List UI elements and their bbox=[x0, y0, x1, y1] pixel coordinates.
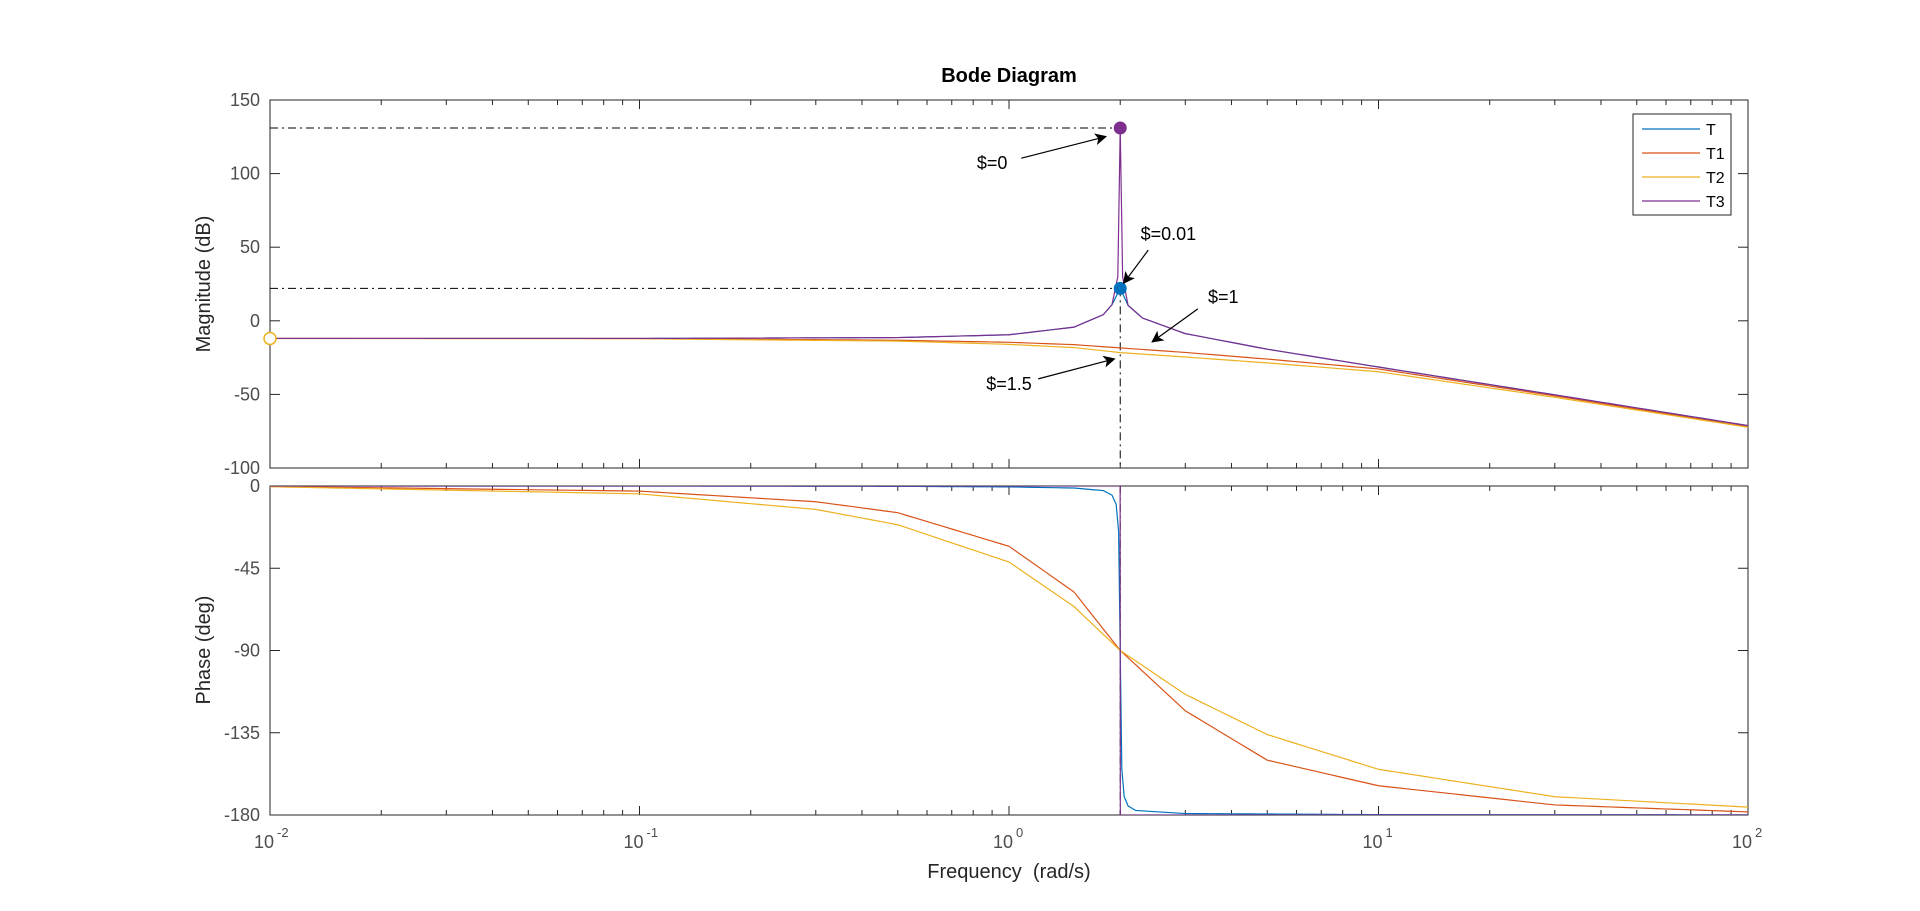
phase-ytick-label: 0 bbox=[250, 476, 260, 496]
magnitude-annotations: $=0 $=0.01 $=1 $=1.5 bbox=[977, 133, 1239, 394]
annotation-arrow bbox=[1038, 355, 1116, 380]
magnitude-line-t3 bbox=[270, 127, 1748, 427]
phase-xtick-label: 10 bbox=[1362, 832, 1382, 852]
magnitude-ytick-label: -50 bbox=[234, 384, 260, 404]
magnitude-ytick-label: -100 bbox=[224, 458, 260, 478]
phase-ytick-label: -45 bbox=[234, 558, 260, 578]
magnitude-markers bbox=[263, 121, 1127, 346]
legend-label-t: T bbox=[1706, 122, 1716, 139]
magnitude-ytick-label: 0 bbox=[250, 311, 260, 331]
phase-ytick-label: -90 bbox=[234, 641, 260, 661]
frequency-x-label: Frequency (rad/s) bbox=[927, 861, 1090, 883]
phase-y-label: Phase (deg) bbox=[193, 596, 215, 705]
phase-series bbox=[270, 486, 1748, 815]
phase-line-t3 bbox=[270, 486, 1748, 815]
magnitude-series bbox=[270, 127, 1748, 428]
phase-ytick-label: -180 bbox=[224, 805, 260, 825]
annotation-arrow bbox=[1021, 133, 1108, 159]
legend-label-t2: T2 bbox=[1706, 170, 1725, 187]
magnitude-y-label: Magnitude (dB) bbox=[193, 216, 215, 353]
phase-xtick-label: 10 bbox=[623, 832, 643, 852]
legend-box bbox=[1632, 113, 1732, 216]
annotation-arrow bbox=[1123, 249, 1149, 285]
data-marker bbox=[1113, 281, 1127, 295]
phase-line-t1 bbox=[270, 486, 1748, 813]
magnitude-ticks: 150 100 50 0 -50 -100 bbox=[224, 90, 1749, 478]
magnitude-ytick-label: 150 bbox=[230, 90, 260, 110]
phase-line-t2 bbox=[270, 486, 1748, 808]
data-marker bbox=[263, 331, 277, 346]
legend-label-t1: T1 bbox=[1706, 146, 1725, 163]
phase-xtick-label: 10 bbox=[254, 832, 274, 852]
annotation-label: $=1.5 bbox=[986, 374, 1032, 394]
phase-line-t bbox=[270, 486, 1748, 815]
phase-xtick-exponent: 1 bbox=[1386, 825, 1393, 840]
phase-xtick-exponent: 0 bbox=[1016, 825, 1023, 840]
annotation-label: $=0 bbox=[977, 153, 1008, 173]
legend: T T1 T2 T3 bbox=[1632, 113, 1732, 216]
magnitude-ytick-label: 100 bbox=[230, 164, 260, 184]
magnitude-axes: 150 100 50 0 -50 -100 $=0 $=0.01 $=1 $=1.5 Magni… bbox=[193, 90, 1749, 478]
annotation-label: $=1 bbox=[1208, 287, 1239, 307]
phase-xtick-exponent: -2 bbox=[277, 825, 289, 840]
annotation-arrow bbox=[1151, 308, 1199, 343]
chart-title: Bode Diagram bbox=[941, 65, 1077, 87]
phase-xtick-label: 10 bbox=[993, 832, 1013, 852]
magnitude-ytick-label: 50 bbox=[240, 237, 260, 257]
phase-xtick-exponent: -1 bbox=[647, 825, 659, 840]
phase-xtick-exponent: 2 bbox=[1755, 825, 1762, 840]
data-marker bbox=[1113, 121, 1127, 135]
magnitude-reference-lines bbox=[270, 127, 1121, 468]
phase-ytick-label: -135 bbox=[224, 723, 260, 743]
legend-label-t3: T3 bbox=[1706, 194, 1725, 211]
magnitude-line-t bbox=[270, 287, 1748, 427]
magnitude-plot-box bbox=[269, 99, 1749, 469]
annotation-label: $=0.01 bbox=[1141, 224, 1197, 244]
phase-xtick-label: 10 bbox=[1732, 832, 1752, 852]
phase-plot-box bbox=[269, 485, 1749, 816]
